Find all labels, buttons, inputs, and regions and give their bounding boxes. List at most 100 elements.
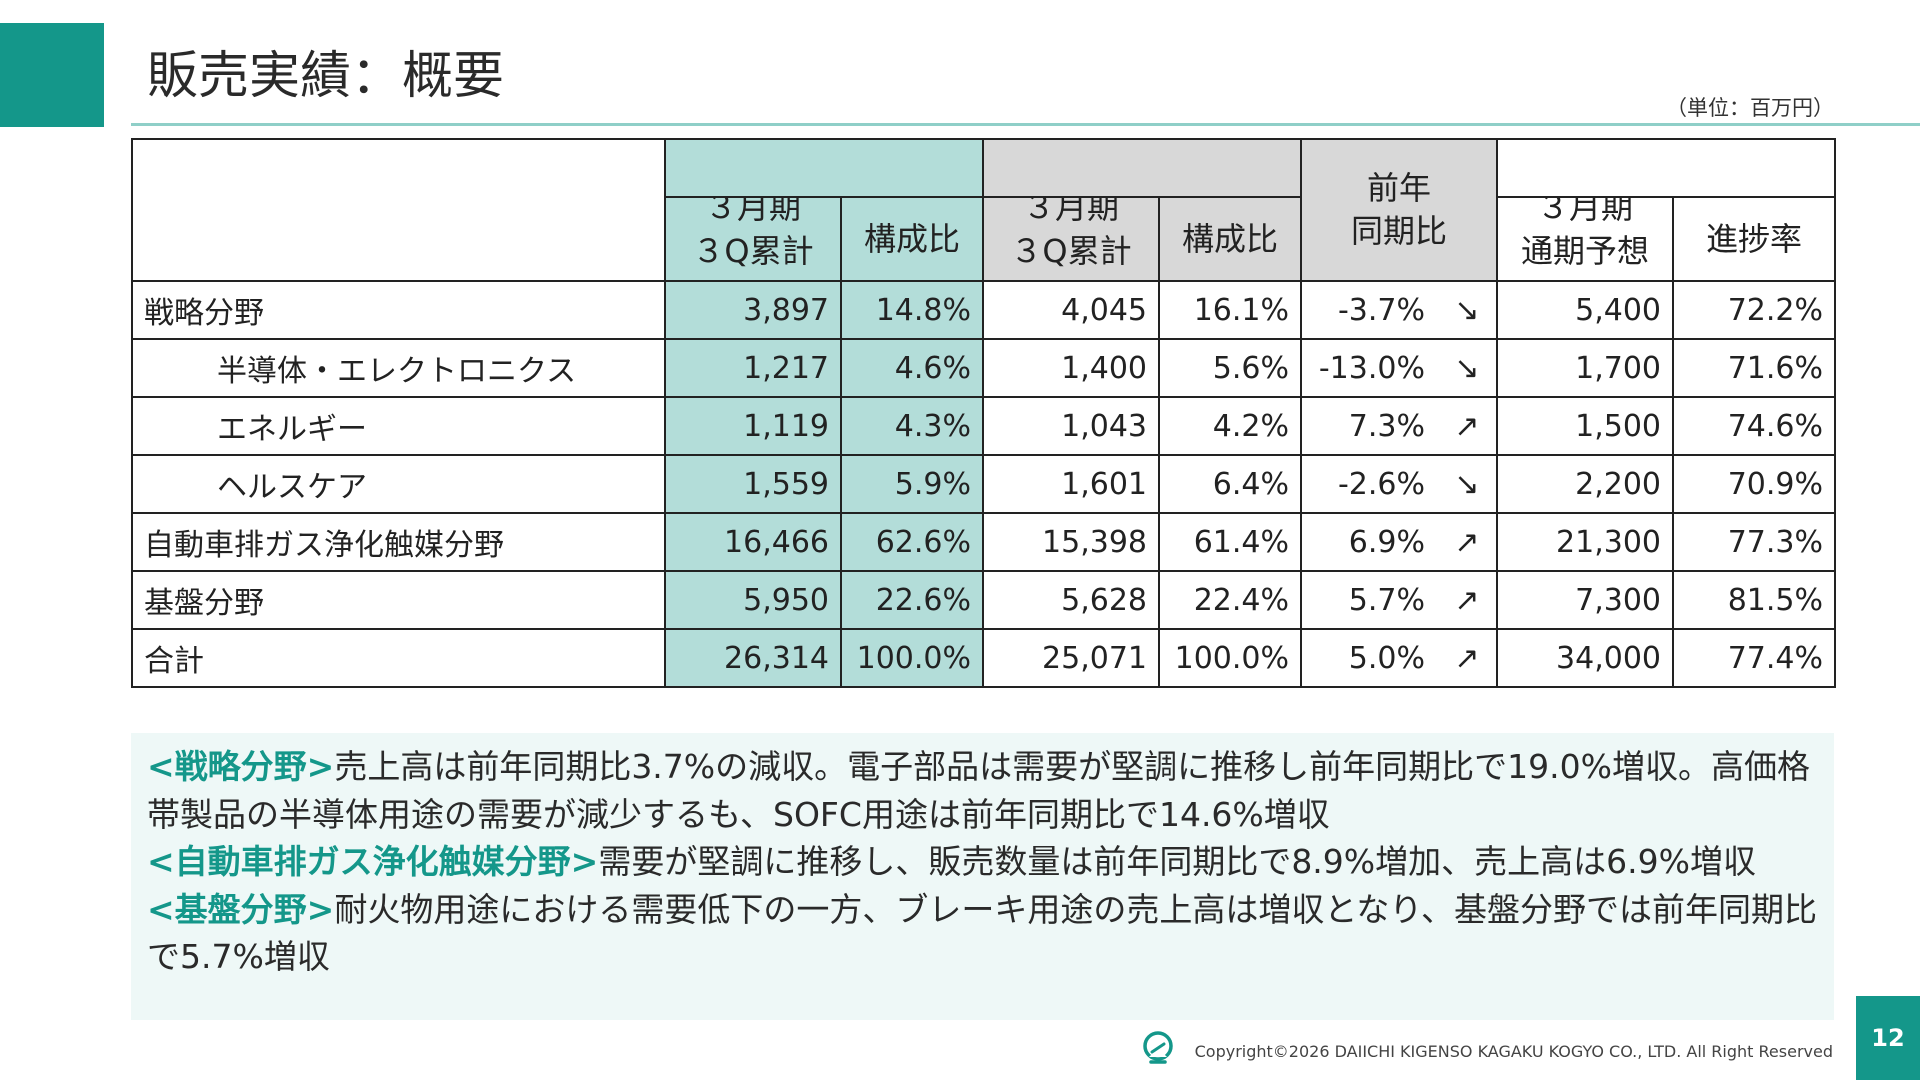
table-row: エネルギー 1,119 4.3% 1,043 4.2% 7.3% ↗ 1,500 74.6%	[131, 396, 1836, 456]
row-label: 戦略分野	[131, 280, 666, 340]
header-fy26-share: 構成比	[840, 196, 984, 282]
title-accent-block	[0, 23, 104, 127]
cell-progress: 74.6%	[1672, 396, 1836, 456]
note-tag: <戦略分野>	[147, 747, 335, 786]
cell-fy25-share: 61.4%	[1158, 512, 1302, 572]
cell-fy26-share: 4.6%	[840, 338, 984, 398]
header-progress: 進捗率	[1672, 196, 1836, 282]
header-fy26-3q	[664, 137, 984, 199]
cell-yoy: 7.3% ↗	[1300, 396, 1498, 456]
cell-fy26-share: 62.6%	[840, 512, 984, 572]
company-logo-icon	[1143, 1031, 1173, 1064]
unit-label: （単位：百万円）	[1666, 96, 1834, 120]
page-title: 販売実績：概要	[147, 47, 505, 106]
cell-fy26-3q: 1,119	[664, 396, 842, 456]
row-label: 合計	[131, 628, 666, 688]
arrow-up-right-icon: ↗	[1454, 582, 1480, 618]
header-yoy: 前年 同期比	[1300, 138, 1498, 282]
row-label: 基盤分野	[131, 570, 666, 630]
cell-fy26-3q: 3,897	[664, 280, 842, 340]
cell-forecast: 2,200	[1496, 454, 1674, 514]
sales-summary-table: 前年 同期比 2026年 ３月期 ３Q累計 構成比 2025年 ３月期 ３Q累計…	[131, 137, 1836, 688]
table-body: 戦略分野 3,897 14.8% 4,045 16.1% -3.7% ↘ 5,400 72.2%…	[131, 280, 1836, 688]
cell-forecast: 1,700	[1496, 338, 1674, 398]
arrow-down-right-icon: ↘	[1454, 466, 1480, 502]
cell-fy26-3q: 5,950	[664, 570, 842, 630]
note-text: 需要が堅調に推移し、販売数量は前年同期比で8.9%増加、売上高は6.9%増収	[598, 842, 1756, 881]
cell-fy26-share: 100.0%	[840, 628, 984, 688]
cell-fy25-3q: 1,601	[982, 454, 1160, 514]
cell-progress: 70.9%	[1672, 454, 1836, 514]
cell-fy26-share: 5.9%	[840, 454, 984, 514]
header-corner	[131, 138, 666, 282]
row-label: 半導体・エレクトロニクス	[131, 338, 666, 398]
cell-yoy: -13.0% ↘	[1300, 338, 1498, 398]
cell-fy26-3q: 1,217	[664, 338, 842, 398]
cell-fy25-share: 5.6%	[1158, 338, 1302, 398]
cell-progress: 77.3%	[1672, 512, 1836, 572]
table-row: 戦略分野 3,897 14.8% 4,045 16.1% -3.7% ↘ 5,400 72.2%	[131, 280, 1836, 340]
cell-fy26-3q: 16,466	[664, 512, 842, 572]
cell-fy26-share: 22.6%	[840, 570, 984, 630]
cell-forecast: 1,500	[1496, 396, 1674, 456]
note-text: 耐火物用途における需要低下の一方、ブレーキ用途の売上高は増収となり、基盤分野では…	[147, 889, 1818, 977]
cell-fy25-3q: 1,043	[982, 396, 1160, 456]
cell-progress: 81.5%	[1672, 570, 1836, 630]
header-fy26-forecast-text: 2026年 ３月期 通期予想	[1520, 197, 1649, 271]
title-underline	[131, 123, 1920, 126]
arrow-down-right-icon: ↘	[1454, 292, 1480, 328]
cell-fy26-share: 14.8%	[840, 280, 984, 340]
cell-yoy: 5.0% ↗	[1300, 628, 1498, 688]
cell-forecast: 34,000	[1496, 628, 1674, 688]
table-row: ヘルスケア 1,559 5.9% 1,601 6.4% -2.6% ↘ 2,200 70.9%	[131, 454, 1836, 514]
cell-forecast: 21,300	[1496, 512, 1674, 572]
row-label: エネルギー	[131, 396, 666, 456]
arrow-up-right-icon: ↗	[1454, 408, 1480, 444]
row-label: ヘルスケア	[131, 454, 666, 514]
header-fy25-3q	[982, 137, 1302, 199]
cell-fy25-share: 22.4%	[1158, 570, 1302, 630]
cell-fy25-3q: 1,400	[982, 338, 1160, 398]
commentary-box: <戦略分野>売上高は前年同期比3.7%の減収。電子部品は需要が堅調に推移し前年同…	[131, 733, 1834, 1020]
cell-forecast: 5,400	[1496, 280, 1674, 340]
header-progress-text: 進捗率	[1705, 219, 1802, 258]
note-tag: <基盤分野>	[147, 889, 335, 929]
cell-fy25-3q: 25,071	[982, 628, 1160, 688]
cell-fy25-share: 4.2%	[1158, 396, 1302, 456]
header-fy26-3q-text: 2026年 ３月期 ３Q累計	[692, 197, 814, 271]
cell-progress: 72.2%	[1672, 280, 1836, 340]
header-fy25-share: 構成比	[1158, 196, 1302, 282]
header-fy26-forecast	[1496, 137, 1836, 199]
header-fy25-3q-label: 2025年 ３月期 ３Q累計	[982, 197, 1160, 282]
cell-forecast: 7,300	[1496, 570, 1674, 630]
cell-fy26-share: 4.3%	[840, 396, 984, 456]
header-fy25-3q-text: 2025年 ３月期 ３Q累計	[1010, 197, 1132, 271]
cell-fy25-share: 100.0%	[1158, 628, 1302, 688]
yoy-value: 7.3%	[1348, 408, 1425, 444]
header-fy26-3q-label: 2026年 ３月期 ３Q累計	[664, 197, 842, 282]
note-base: <基盤分野>耐火物用途における需要低下の一方、ブレーキ用途の売上高は増収となり、…	[147, 886, 1818, 981]
yoy-value: -13.0%	[1318, 350, 1425, 386]
note-tag: <自動車排ガス浄化触媒分野>	[147, 842, 599, 881]
cell-fy25-3q: 5,628	[982, 570, 1160, 630]
cell-progress: 71.6%	[1672, 338, 1836, 398]
header-fy25-share-text: 構成比	[1181, 219, 1278, 258]
cell-fy26-3q: 1,559	[664, 454, 842, 514]
cell-fy25-share: 16.1%	[1158, 280, 1302, 340]
cell-fy25-3q: 15,398	[982, 512, 1160, 572]
arrow-up-right-icon: ↗	[1454, 640, 1480, 676]
cell-yoy: -3.7% ↘	[1300, 280, 1498, 340]
note-text: 売上高は前年同期比3.7%の減収。電子部品は需要が堅調に推移し前年同期比で19.…	[147, 747, 1810, 834]
note-strategic: <戦略分野>売上高は前年同期比3.7%の減収。電子部品は需要が堅調に推移し前年同…	[147, 743, 1818, 838]
copyright-text: Copyright©2026 DAIICHI KIGENSO KAGAKU KO…	[1194, 1042, 1833, 1061]
row-label: 自動車排ガス浄化触媒分野	[131, 512, 666, 572]
yoy-value: 6.9%	[1348, 524, 1425, 560]
yoy-value: -2.6%	[1337, 466, 1425, 502]
header-fy26-share-text: 構成比	[863, 219, 960, 258]
cell-yoy: 6.9% ↗	[1300, 512, 1498, 572]
cell-fy26-3q: 26,314	[664, 628, 842, 688]
cell-yoy: -2.6% ↘	[1300, 454, 1498, 514]
cell-progress: 77.4%	[1672, 628, 1836, 688]
arrow-down-right-icon: ↘	[1454, 350, 1480, 386]
cell-yoy: 5.7% ↗	[1300, 570, 1498, 630]
